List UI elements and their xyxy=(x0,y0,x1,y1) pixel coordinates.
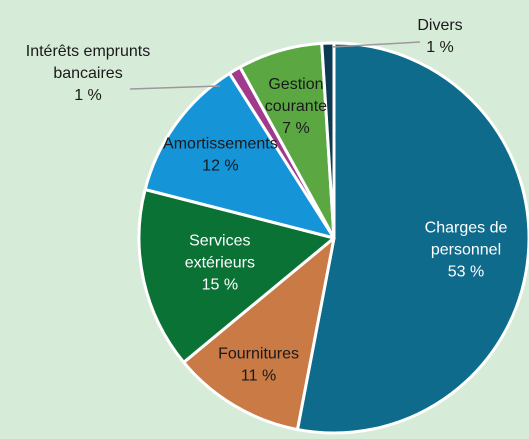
slice-name: Charges de xyxy=(425,220,508,237)
slice-name: bancaires xyxy=(53,65,122,82)
leader-line xyxy=(331,41,421,48)
slice-name: Fournitures xyxy=(218,346,299,363)
pie-slice xyxy=(182,236,336,432)
slice-value: 1 % xyxy=(74,87,102,104)
slice-name: Amortissements xyxy=(163,136,278,153)
slice-label: Charges de personnel 53 % xyxy=(425,220,508,281)
slice-label: Amortissements 12 % xyxy=(163,136,278,175)
slice-label: Fournitures 11 % xyxy=(218,346,299,385)
leader-lines xyxy=(129,41,421,90)
pie-slice xyxy=(143,71,336,240)
slice-value: 53 % xyxy=(448,264,484,281)
pie-slice xyxy=(320,41,336,240)
slice-labels: Charges de personnel 53 % Fournitures 11 % Se… xyxy=(26,17,508,385)
slice-value: 15 % xyxy=(202,277,238,294)
slice-name: Gestion xyxy=(268,76,323,93)
slice-label: Divers 1 % xyxy=(417,17,462,56)
leader-line xyxy=(129,85,221,90)
slice-value: 11 % xyxy=(241,368,276,385)
slice-label: Services extérieurs 15 % xyxy=(185,233,255,294)
pie-slices xyxy=(137,41,529,435)
slice-label: Gestion courante 7 % xyxy=(265,76,327,137)
slice-name: Divers xyxy=(417,17,462,34)
slice-value: 7 % xyxy=(282,120,310,137)
slice-name: extérieurs xyxy=(185,255,255,272)
slice-name: courante xyxy=(265,98,327,115)
slice-name: Intérêts emprunts xyxy=(26,43,151,60)
pie-slice xyxy=(137,188,336,364)
slice-value: 1 % xyxy=(426,39,454,56)
slice-value: 12 % xyxy=(202,158,238,175)
pie-slice xyxy=(295,41,529,435)
slice-label: Intérêts emprunts bancaires 1 % xyxy=(26,43,151,104)
slice-name: personnel xyxy=(431,242,501,259)
slice-name: Services xyxy=(189,233,250,250)
